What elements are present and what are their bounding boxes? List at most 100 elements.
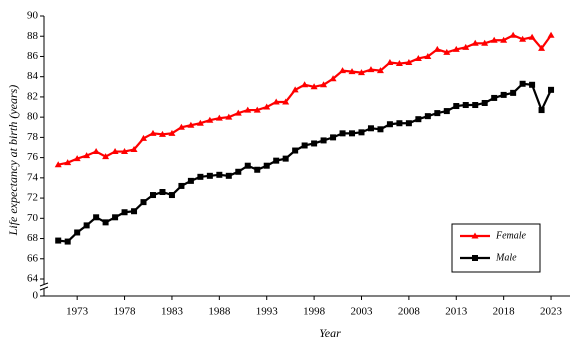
x-tick-label: 1988 [208, 306, 231, 318]
y-tick-label: 82 [27, 90, 38, 102]
y-tick-label: 78 [27, 131, 39, 143]
x-tick-label: 1998 [303, 306, 326, 318]
data-point [111, 148, 119, 155]
data-point [74, 229, 81, 236]
data-point [272, 98, 280, 105]
x-tick-label: 2013 [445, 306, 468, 318]
data-point [358, 129, 365, 136]
data-point [149, 192, 156, 199]
data-point [528, 33, 536, 40]
data-point [405, 120, 412, 127]
data-point [349, 130, 356, 137]
data-point [93, 214, 100, 221]
data-point [538, 44, 546, 51]
data-point [348, 68, 356, 75]
data-point [491, 94, 498, 101]
data-point [376, 67, 384, 74]
data-point [112, 214, 119, 221]
data-point [215, 114, 223, 121]
data-point [225, 172, 232, 179]
data-point [168, 129, 176, 136]
data-point [291, 86, 299, 93]
data-point [386, 121, 393, 128]
x-tick-label: 1978 [114, 306, 137, 318]
data-point [253, 106, 261, 113]
data-point [197, 173, 204, 180]
data-point [320, 137, 327, 144]
data-point [509, 31, 517, 38]
data-point [196, 119, 204, 126]
y-tick-label: 90 [27, 10, 39, 22]
data-point [140, 199, 147, 206]
data-point [301, 142, 308, 149]
data-point [462, 43, 470, 50]
y-tick-label: 64 [27, 273, 39, 285]
data-point [481, 39, 489, 46]
data-point [159, 189, 166, 196]
data-point [443, 48, 451, 55]
data-point [472, 102, 479, 109]
data-point [254, 166, 261, 173]
y-axis-label: Life expectancy at birth (years) [6, 85, 20, 237]
data-point [453, 103, 460, 110]
data-point [414, 54, 422, 61]
y-tick-label: 80 [27, 111, 39, 123]
legend-label: Female [495, 230, 527, 241]
data-point [538, 107, 545, 114]
data-point [424, 52, 432, 59]
data-point [149, 129, 157, 136]
legend-box [451, 223, 541, 273]
data-point [168, 192, 175, 199]
data-point [547, 31, 555, 38]
data-point [548, 86, 555, 93]
data-point [64, 238, 71, 245]
legend-marker [472, 255, 478, 261]
data-point [64, 159, 72, 166]
data-point [83, 222, 90, 229]
legend-label: Male [495, 252, 517, 263]
y-tick-label: 74 [27, 171, 39, 183]
data-point [386, 59, 394, 66]
data-point [102, 153, 110, 160]
data-point [83, 152, 91, 159]
data-point [235, 168, 242, 175]
data-point [377, 126, 384, 133]
data-point [434, 110, 441, 117]
data-point [92, 148, 100, 155]
data-point [55, 237, 62, 244]
data-point [424, 113, 431, 120]
data-point [187, 177, 194, 184]
data-point [519, 80, 526, 87]
y-tick-label: 70 [27, 212, 39, 224]
x-tick-label: 1983 [161, 306, 184, 318]
data-point [415, 116, 422, 123]
y-tick-label: 86 [27, 50, 39, 62]
x-tick-label: 2018 [493, 306, 516, 318]
data-point [339, 67, 347, 74]
data-point [490, 36, 498, 43]
data-point [121, 209, 128, 216]
data-point [471, 39, 479, 46]
data-point [206, 172, 213, 179]
x-tick-label: 2003 [350, 306, 373, 318]
y-tick-label: 76 [27, 151, 39, 163]
data-point [310, 83, 318, 90]
data-point [130, 146, 138, 153]
data-point [292, 147, 299, 154]
data-point [234, 109, 242, 116]
data-point [357, 69, 365, 76]
y-tick-label: 72 [27, 192, 38, 204]
y-tick-label: 0 [33, 290, 39, 302]
x-tick-label: 2008 [398, 306, 421, 318]
x-axis-label: Year [319, 326, 341, 340]
data-point [263, 162, 270, 169]
data-point [330, 134, 337, 141]
data-point [54, 161, 62, 168]
data-point [510, 89, 517, 96]
data-point [273, 157, 280, 164]
data-point [216, 171, 223, 178]
x-tick-label: 2023 [540, 306, 563, 318]
data-point [367, 66, 375, 73]
data-point [282, 155, 289, 162]
